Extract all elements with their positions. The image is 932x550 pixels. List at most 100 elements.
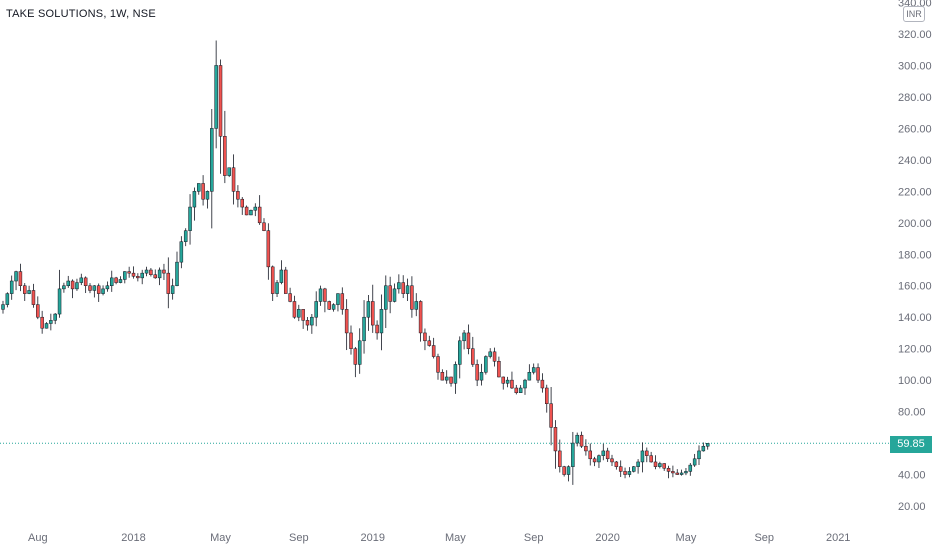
candle-down	[418, 301, 423, 334]
candle-up	[366, 301, 371, 318]
candle-up	[357, 340, 362, 365]
candle-down	[288, 293, 292, 302]
candle-down	[327, 301, 331, 310]
y-tick-label: 340.00	[898, 0, 932, 10]
candle-up	[379, 309, 384, 334]
x-tick-label: May	[445, 532, 466, 544]
symbol-title: TAKE SOLUTIONS, 1W, NSE	[6, 8, 156, 20]
candle-down	[284, 269, 288, 294]
candle-up	[601, 450, 606, 456]
candle-up	[362, 316, 366, 342]
y-tick-label: 300.00	[898, 60, 932, 72]
x-tick-label: 2018	[121, 532, 145, 544]
y-tick-label: 180.00	[898, 249, 932, 261]
candle-up	[705, 443, 710, 447]
candle-up	[597, 455, 601, 463]
candle-down	[231, 167, 236, 192]
x-tick-label: May	[676, 532, 697, 544]
candle-down	[675, 472, 679, 475]
x-axis: Aug 2018 May Sep 2019 May Sep 2020 May Sep 2021	[28, 532, 850, 544]
x-tick-label: May	[210, 532, 231, 544]
candle-down	[223, 136, 227, 176]
candle-up	[53, 313, 57, 321]
candle-up	[384, 285, 388, 310]
candle-up	[157, 269, 162, 279]
candle-up	[49, 320, 53, 324]
candle-down	[70, 280, 75, 290]
candle-down	[540, 379, 545, 389]
candle-down	[149, 269, 153, 275]
candle-down	[136, 276, 140, 279]
candle-up	[458, 340, 462, 365]
candle-up	[505, 379, 510, 384]
candle-up	[105, 285, 110, 290]
candle-down	[23, 285, 27, 294]
candle-up	[518, 387, 523, 393]
candle-up	[210, 128, 214, 192]
candle-down	[305, 320, 310, 326]
candle-up	[249, 209, 253, 216]
candle-up	[336, 293, 340, 305]
candle-up	[123, 271, 127, 280]
x-tick-label: 2019	[361, 532, 385, 544]
candle-down	[605, 450, 610, 460]
candle-down	[501, 376, 505, 384]
candle-up	[405, 285, 410, 294]
candle-up	[692, 458, 697, 466]
candle-up	[118, 279, 123, 283]
candle-up	[101, 288, 105, 294]
candle-up	[318, 288, 323, 302]
candle-up	[527, 372, 532, 381]
y-tick-label: 140.00	[898, 312, 932, 324]
candle-down	[40, 316, 44, 329]
candle-down	[492, 351, 497, 362]
candle-up	[110, 277, 114, 286]
candle-down	[218, 65, 223, 137]
candle-down	[266, 230, 271, 268]
candle-up	[679, 472, 684, 475]
candle-down	[162, 269, 166, 274]
candle-up	[253, 206, 258, 211]
candle-up	[44, 323, 49, 329]
candle-down	[466, 332, 471, 349]
candle-down	[244, 206, 249, 216]
candle-up	[414, 301, 418, 310]
currency-badge[interactable]: INR	[903, 6, 925, 22]
candle-up	[453, 364, 458, 384]
candle-down	[666, 467, 671, 472]
candle-down	[662, 463, 666, 469]
candle-down	[562, 466, 566, 475]
x-tick-label: Aug	[28, 532, 48, 544]
candle-up	[62, 285, 66, 290]
candle-down	[623, 471, 627, 475]
candle-up	[632, 466, 636, 472]
candle-down	[262, 222, 266, 231]
candle-down	[588, 450, 592, 460]
candle-up	[310, 316, 314, 326]
candle-up	[397, 282, 401, 290]
candle-up	[214, 65, 218, 129]
candle-up	[523, 379, 527, 389]
candle-down	[353, 348, 358, 365]
candle-down	[497, 361, 501, 378]
candle-down	[292, 301, 297, 318]
y-tick-label: 280.00	[898, 92, 932, 104]
candle-up	[697, 450, 701, 460]
candle-up	[92, 285, 97, 291]
candle-down	[510, 379, 514, 389]
candle-down	[323, 288, 327, 302]
candle-down	[592, 458, 597, 463]
candle-down	[236, 191, 240, 200]
candle-down	[671, 471, 675, 474]
y-tick-label: 160.00	[898, 281, 932, 293]
candle-up	[175, 261, 179, 286]
candle-down	[475, 364, 479, 381]
candle-down	[83, 277, 88, 286]
candle-down	[371, 301, 375, 326]
candle-down	[201, 183, 205, 200]
candle-up	[75, 282, 79, 290]
candle-down	[653, 461, 658, 467]
candle-up	[144, 269, 149, 274]
candle-down	[549, 403, 553, 428]
